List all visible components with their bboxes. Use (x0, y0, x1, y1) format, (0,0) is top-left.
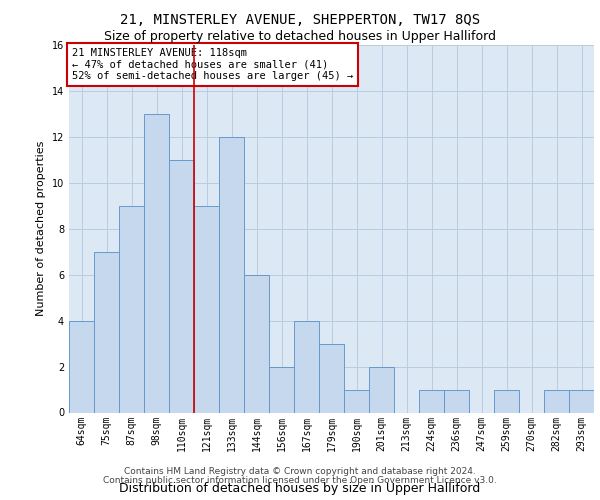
Y-axis label: Number of detached properties: Number of detached properties (36, 141, 46, 316)
Text: Distribution of detached houses by size in Upper Halliford: Distribution of detached houses by size … (119, 482, 481, 495)
Bar (169, 160, 194, 412)
Text: Contains HM Land Registry data © Crown copyright and database right 2024.: Contains HM Land Registry data © Crown c… (124, 467, 476, 476)
Bar (194, 206, 219, 412)
Bar (269, 366, 294, 412)
Bar (69, 320, 94, 412)
Bar (444, 390, 469, 412)
Bar (219, 137, 244, 412)
Text: Contains public sector information licensed under the Open Government Licence v3: Contains public sector information licen… (103, 476, 497, 485)
Bar (419, 390, 444, 412)
Bar (294, 320, 319, 412)
Bar (344, 390, 369, 412)
Bar (319, 344, 344, 412)
Bar (244, 274, 269, 412)
Bar (94, 252, 119, 412)
Bar (144, 114, 169, 412)
Bar (569, 390, 594, 412)
Bar (544, 390, 569, 412)
Bar (494, 390, 519, 412)
Bar (119, 206, 144, 412)
Text: Size of property relative to detached houses in Upper Halliford: Size of property relative to detached ho… (104, 30, 496, 43)
Text: 21, MINSTERLEY AVENUE, SHEPPERTON, TW17 8QS: 21, MINSTERLEY AVENUE, SHEPPERTON, TW17 … (120, 12, 480, 26)
Bar (369, 366, 394, 412)
Text: 21 MINSTERLEY AVENUE: 118sqm
← 47% of detached houses are smaller (41)
52% of se: 21 MINSTERLEY AVENUE: 118sqm ← 47% of de… (72, 48, 353, 81)
